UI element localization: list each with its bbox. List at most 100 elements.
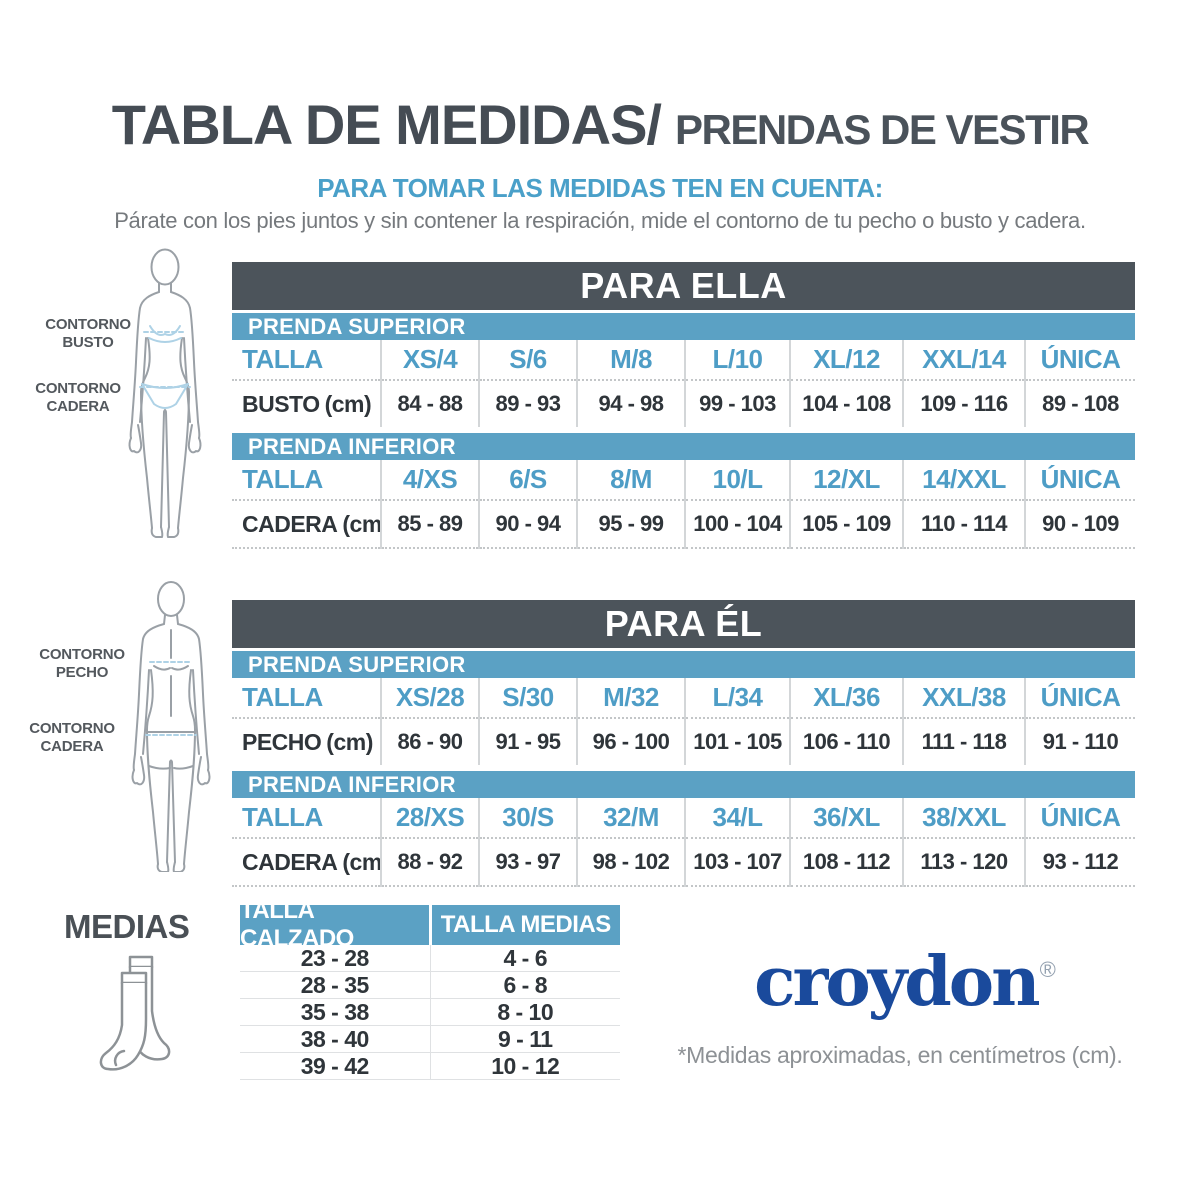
value-cell: 103 - 107 [684,838,790,887]
size-cell: 36/XL [789,798,903,839]
instructions-text: Párate con los pies juntos y sin contene… [114,208,1086,233]
socks-table-row: 38 - 40 9 - 11 [240,1026,620,1053]
socks-icon [99,955,171,1071]
value-cell: 93 - 112 [1024,838,1135,887]
registered-trademark-icon: ® [1039,957,1056,982]
size-cell: M/32 [576,678,685,719]
size-cell: XXL/38 [902,678,1025,719]
size-cell: 32/M [576,798,685,839]
value-cell: 96 - 100 [576,718,685,765]
women-bottom-garment-table: TALLA 4/XS 6/S 8/M 10/L 12/XL 14/XXL ÚNI… [232,460,1135,549]
shoe-size-cell: 35 - 38 [240,999,431,1025]
measure-label-cell: PECHO (cm) [232,718,381,765]
value-cell: 95 - 99 [576,500,685,549]
page-title: TABLA DE MEDIDAS/ PRENDAS DE VESTIR [0,92,1200,157]
measure-unit: (cm) [342,510,381,537]
size-cell: 30/S [478,798,577,839]
measurements-footnote: *Medidas aproximadas, en centímetros (cm… [677,1042,1123,1068]
instructions-heading: PARA TOMAR LAS MEDIDAS TEN EN CUENTA: [317,173,883,203]
value-cell: 85 - 89 [380,500,479,549]
sock-size-cell: 6 - 8 [503,971,548,998]
size-cell: XS/4 [380,340,479,381]
size-cell: 14/XXL [902,460,1025,501]
value-cell: 105 - 109 [789,500,903,549]
shoe-size-cell: 28 - 35 [240,972,431,998]
value-cell: 101 - 105 [684,718,790,765]
male-body-illustration [131,581,211,872]
shoe-size-cell: 23 - 28 [240,945,431,971]
women-section-title: PARA ELLA [232,262,1135,310]
value-cell: 106 - 110 [789,718,903,765]
female-hip-contour-label: CONTORNO CADERA [35,380,121,415]
value-cell: 111 - 118 [902,718,1025,765]
page-title-main: TABLA DE MEDIDAS/ [111,93,662,156]
value-cell: 94 - 98 [576,380,685,427]
value-cell: 89 - 108 [1024,380,1135,427]
size-cell: ÚNICA [1024,460,1135,501]
size-cell: 6/S [478,460,577,501]
talla-label-cell: TALLA [232,798,381,839]
size-cell: XL/12 [789,340,903,381]
size-header-row: TALLA XS/28 S/30 M/32 L/34 XL/36 XXL/38 … [232,678,1135,719]
value-cell: 91 - 95 [478,718,577,765]
value-cell: 90 - 94 [478,500,577,549]
size-cell: ÚNICA [1024,798,1135,839]
size-header-row: TALLA XS/4 S/6 M/8 L/10 XL/12 XXL/14 ÚNI… [232,340,1135,381]
value-cell: 84 - 88 [380,380,479,427]
value-cell: 90 - 109 [1024,500,1135,549]
brand-logo: croydon® [690,942,1120,1022]
value-cell: 98 - 102 [576,838,685,887]
value-cell: 89 - 93 [478,380,577,427]
size-table-men: PARA ÉL PRENDA SUPERIOR TALLA XS/28 S/30… [232,600,1135,887]
value-cell: 104 - 108 [789,380,903,427]
sock-size-cell: 4 - 6 [503,944,548,971]
page-header: TABLA DE MEDIDAS/ PRENDAS DE VESTIR PARA… [0,92,1200,234]
measure-row: CADERA(cm) 88 - 92 93 - 97 98 - 102 103 … [232,838,1135,887]
measure-label: PECHO [242,728,322,755]
value-cell: 99 - 103 [684,380,790,427]
size-table-women: PARA ELLA PRENDA SUPERIOR TALLA XS/4 S/6… [232,262,1135,549]
measure-row: BUSTO (cm) 84 - 88 89 - 93 94 - 98 99 - 1… [232,380,1135,427]
talla-label-cell: TALLA [232,678,381,719]
measure-label-cell: BUSTO (cm) [232,380,381,427]
measure-label: CADERA [242,848,338,875]
measure-unit: (cm) [326,728,373,755]
talla-label-cell: TALLA [232,460,381,501]
measure-label-cell: CADERA(cm) [232,500,381,549]
size-cell: S/6 [478,340,577,381]
measure-label: CADERA [242,510,338,537]
measure-label: BUSTO [242,390,320,417]
men-section-title: PARA ÉL [232,600,1135,648]
value-cell: 86 - 90 [380,718,479,765]
size-cell: ÚNICA [1024,678,1135,719]
value-cell: 88 - 92 [380,838,479,887]
shoe-size-cell: 38 - 40 [240,1026,431,1052]
measure-row: CADERA(cm) 85 - 89 90 - 94 95 - 99 100 -… [232,500,1135,549]
size-cell: L/10 [684,340,790,381]
socks-table-row: 39 - 42 10 - 12 [240,1053,620,1080]
size-cell: 12/XL [789,460,903,501]
value-cell: 113 - 120 [902,838,1025,887]
value-cell: 108 - 112 [789,838,903,887]
size-cell: XL/36 [789,678,903,719]
size-cell: 38/XXL [902,798,1025,839]
shoe-size-cell: 39 - 42 [240,1053,431,1079]
value-cell: 110 - 114 [902,500,1025,549]
socks-table-row: 23 - 28 4 - 6 [240,945,620,972]
size-cell: 4/XS [380,460,479,501]
size-cell: L/34 [684,678,790,719]
size-cell: M/8 [576,340,685,381]
size-header-row: TALLA 4/XS 6/S 8/M 10/L 12/XL 14/XXL ÚNI… [232,460,1135,501]
socks-table-header: TALLA CALZADO TALLA MEDIAS [240,897,620,952]
women-top-garment-band: PRENDA SUPERIOR [232,313,1135,340]
male-hip-contour-label: CONTORNO CADERA [29,720,115,755]
socks-table-row: 35 - 38 8 - 10 [240,999,620,1026]
brand-wordmark: croydon [754,942,1040,1022]
measure-unit: (cm) [342,848,381,875]
socks-table-row: 28 - 35 6 - 8 [240,972,620,999]
value-cell: 100 - 104 [684,500,790,549]
size-cell: 8/M [576,460,685,501]
socks-size-table: TALLA CALZADO TALLA MEDIAS 23 - 28 4 - 6… [240,897,620,1080]
women-bottom-garment-band: PRENDA INFERIOR [232,433,1135,460]
